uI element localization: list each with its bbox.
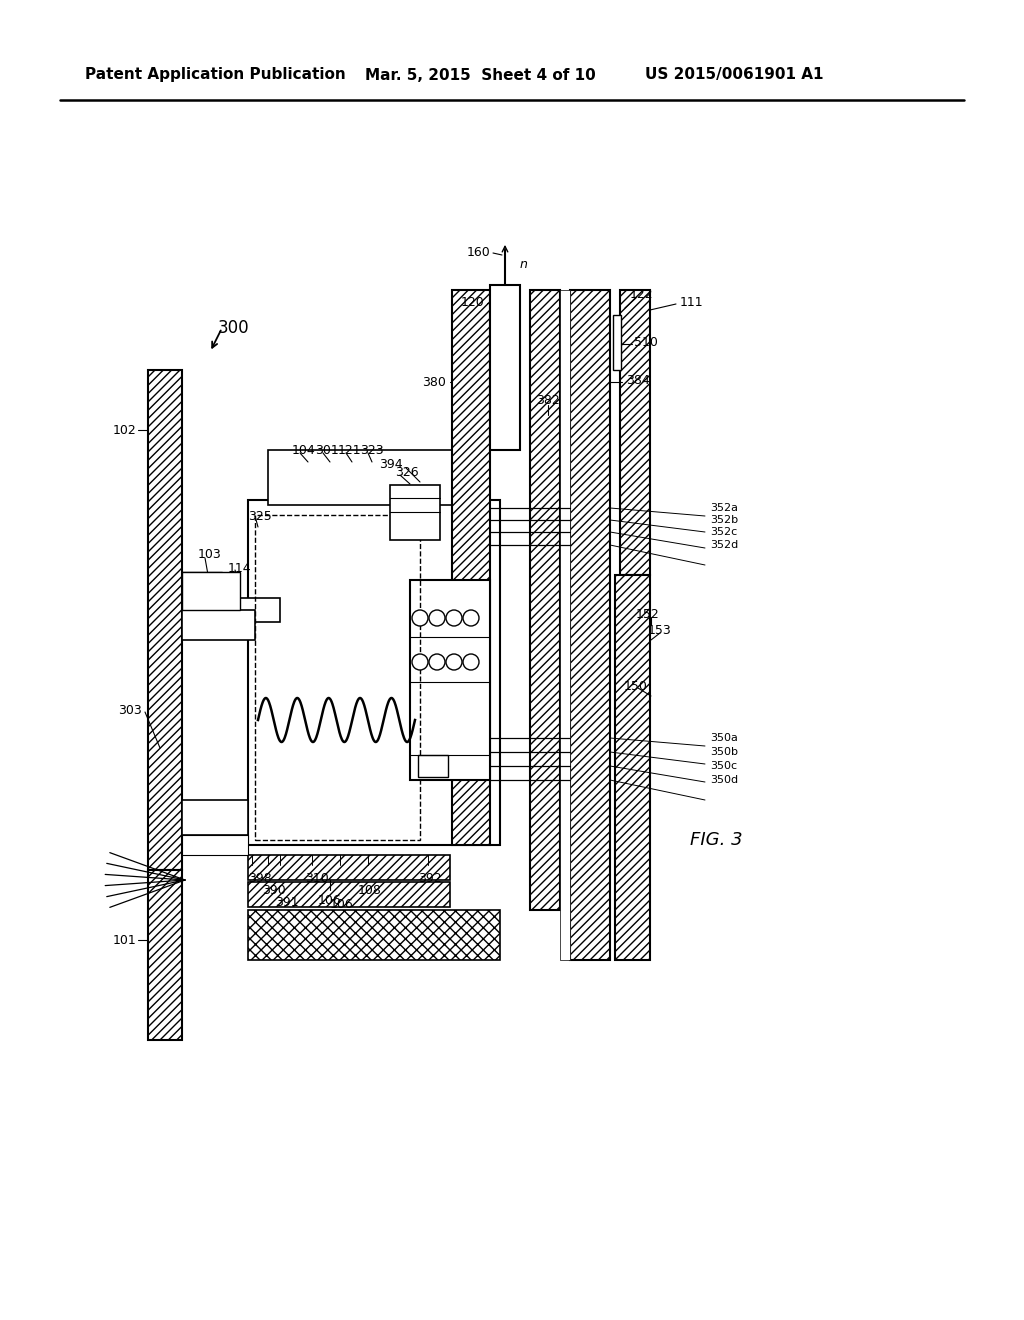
Text: 120: 120: [460, 296, 484, 309]
Bar: [530, 290, 560, 909]
Text: 392: 392: [418, 871, 441, 884]
Bar: [452, 290, 490, 845]
Bar: [560, 290, 570, 960]
Bar: [182, 800, 248, 836]
Text: 350c: 350c: [710, 762, 737, 771]
Text: 380: 380: [422, 375, 446, 388]
Text: 160: 160: [466, 246, 490, 259]
Circle shape: [446, 610, 462, 626]
Text: 352a: 352a: [710, 503, 738, 513]
Bar: [620, 290, 650, 576]
Text: 152: 152: [636, 609, 659, 622]
Bar: [182, 572, 240, 610]
Text: Mar. 5, 2015  Sheet 4 of 10: Mar. 5, 2015 Sheet 4 of 10: [365, 67, 596, 82]
Text: 391: 391: [275, 895, 299, 908]
Text: 352d: 352d: [710, 540, 738, 550]
Bar: [248, 500, 500, 845]
Bar: [268, 450, 488, 506]
Circle shape: [412, 610, 428, 626]
Text: 323: 323: [360, 444, 384, 457]
Bar: [613, 315, 621, 370]
Bar: [410, 579, 490, 780]
Text: 122: 122: [630, 289, 653, 301]
Circle shape: [412, 653, 428, 671]
Text: n: n: [520, 257, 528, 271]
Text: 106: 106: [330, 899, 353, 912]
Circle shape: [429, 610, 445, 626]
Text: US 2015/0061901 A1: US 2015/0061901 A1: [645, 67, 823, 82]
Text: 103: 103: [198, 549, 222, 561]
Bar: [255, 515, 420, 840]
Text: 350b: 350b: [710, 747, 738, 756]
Text: Patent Application Publication: Patent Application Publication: [85, 67, 346, 82]
Text: 303: 303: [118, 704, 142, 717]
Text: 301: 301: [315, 444, 339, 457]
Bar: [615, 576, 650, 960]
Text: 153: 153: [648, 623, 672, 636]
Text: 325: 325: [248, 510, 271, 523]
Text: 394: 394: [379, 458, 403, 471]
Text: 111: 111: [680, 296, 703, 309]
Text: 326: 326: [395, 466, 419, 479]
Text: 106: 106: [318, 894, 342, 907]
Text: 510: 510: [634, 335, 657, 348]
Bar: [148, 370, 182, 870]
Text: 352b: 352b: [710, 515, 738, 525]
Bar: [490, 285, 520, 450]
Text: FIG. 3: FIG. 3: [690, 832, 742, 849]
Bar: [390, 484, 440, 540]
Bar: [248, 909, 500, 960]
Text: 382: 382: [537, 393, 560, 407]
Bar: [418, 755, 449, 777]
Text: 102: 102: [113, 424, 136, 437]
Text: 300: 300: [218, 319, 250, 337]
Bar: [182, 572, 222, 598]
Text: 108: 108: [358, 883, 382, 896]
Bar: [148, 870, 182, 1040]
Text: 350d: 350d: [710, 775, 738, 785]
Text: 121: 121: [338, 444, 361, 457]
Circle shape: [446, 653, 462, 671]
Bar: [182, 598, 280, 622]
Bar: [248, 855, 450, 880]
Bar: [182, 610, 255, 640]
Text: 150: 150: [624, 680, 648, 693]
Text: 352c: 352c: [710, 527, 737, 537]
Text: 398: 398: [248, 871, 271, 884]
Text: 114: 114: [228, 561, 252, 574]
Text: 101: 101: [113, 933, 136, 946]
Text: 384: 384: [626, 374, 650, 387]
Text: 310: 310: [305, 871, 329, 884]
Circle shape: [463, 653, 479, 671]
Circle shape: [463, 610, 479, 626]
Text: 104: 104: [292, 444, 315, 457]
Text: 350a: 350a: [710, 733, 738, 743]
Bar: [248, 882, 450, 907]
Bar: [570, 290, 610, 960]
Circle shape: [429, 653, 445, 671]
Bar: [182, 836, 248, 855]
Text: 390: 390: [262, 883, 286, 896]
